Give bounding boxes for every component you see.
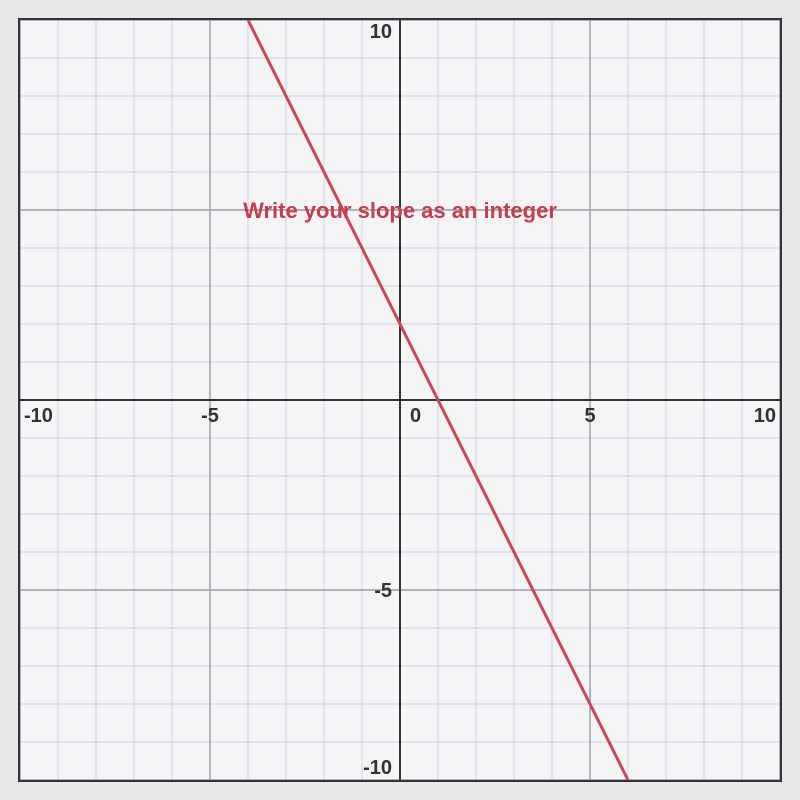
y-tick-label: -5 [374,580,392,602]
y-tick-label: 10 [370,21,392,43]
y-tick-label: -10 [363,757,392,779]
coordinate-grid-chart: -10 -5 0 5 10 10 -5 -10 Write your slope as an i… [18,18,782,782]
x-tick-label: -5 [201,405,219,427]
x-tick-label: 0 [410,405,421,427]
chart-svg: -10 -5 0 5 10 10 -5 -10 Write your slope as an i… [20,20,780,780]
x-tick-label: 10 [754,405,776,427]
x-tick-label: -10 [24,405,53,427]
x-tick-label: 5 [584,405,595,427]
annotation-text: Write your slope as an integer [243,198,557,223]
